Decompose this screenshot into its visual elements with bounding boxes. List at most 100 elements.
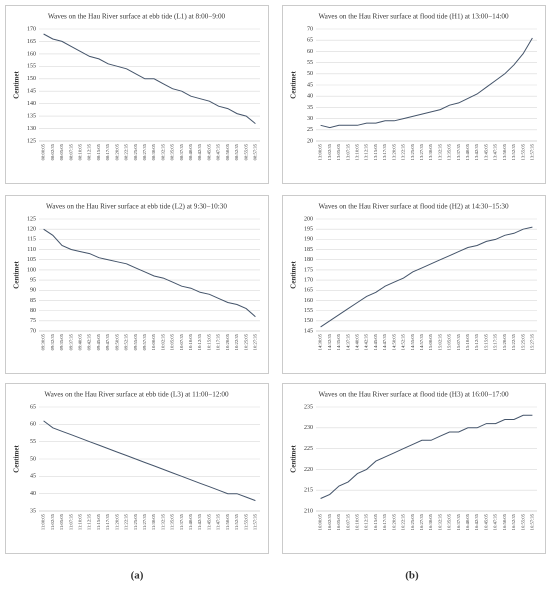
x-tick-label: 16:50:05: [502, 513, 507, 530]
x-tick-label: 08:35:05: [170, 143, 175, 160]
x-tick-label: 10:15:05: [206, 333, 211, 350]
x-tick-label: 14:42:35: [364, 333, 369, 350]
x-tick-label: 09:40:05: [78, 333, 83, 350]
x-tick-label: 08:30:05: [151, 143, 156, 160]
y-tick-label: 65: [30, 404, 36, 410]
x-tick-label: 14:55:05: [410, 333, 415, 350]
x-tick-label: 13:05:05: [336, 143, 341, 160]
data-line: [43, 228, 256, 318]
y-tick-label: 40: [30, 491, 36, 497]
x-tick-label: 09:52:35: [124, 333, 129, 350]
x-tick-label: 08:42:35: [197, 143, 202, 160]
x-tick-label: 14:35:05: [336, 333, 341, 350]
x-tick-label: 09:35:05: [59, 333, 64, 350]
y-tick-label: 105: [27, 257, 36, 263]
x-tick-label: 10:00:05: [151, 333, 156, 350]
x-tick-label: 11:12:35: [87, 513, 92, 530]
y-tick-label: 215: [304, 488, 313, 494]
x-tick-label: 16:10:05: [355, 513, 360, 530]
x-tick-label: 14:45:05: [373, 333, 378, 350]
x-tick-label: 15:10:05: [465, 333, 470, 350]
x-tick-label: 11:50:05: [225, 513, 230, 530]
x-tick-label: 16:45:05: [483, 513, 488, 530]
x-tick-label: 13:12:35: [364, 143, 369, 160]
y-tick-label: 55: [307, 60, 313, 66]
x-tick-label: 13:40:05: [465, 143, 470, 160]
x-tick-label: 13:15:05: [373, 143, 378, 160]
panel-frame: [282, 383, 546, 554]
x-tick-label: 10:05:05: [170, 333, 175, 350]
x-tick-label: 13:52:35: [511, 143, 516, 160]
y-tick-label: 195: [304, 227, 313, 233]
x-tick-label: 15:22:35: [511, 333, 516, 350]
panel-frame: [5, 383, 269, 554]
y-tick-label: 45: [307, 82, 313, 88]
x-tick-label: 15:05:05: [447, 333, 452, 350]
x-tick-label: 08:02:35: [50, 143, 55, 160]
y-tick-label: 35: [30, 508, 36, 514]
x-tick-label: 14:37:35: [345, 333, 350, 350]
x-tick-label: 16:25:05: [410, 513, 415, 530]
x-tick-label: 15:15:05: [483, 333, 488, 350]
x-tick-label: 09:45:05: [96, 333, 101, 350]
panel-frame: [5, 195, 269, 374]
x-tick-label: 11:22:35: [124, 513, 129, 530]
x-tick-label: 08:00:05: [41, 143, 46, 160]
y-tick-label: 225: [304, 446, 313, 452]
y-tick-label: 155: [304, 308, 313, 314]
x-tick-label: 16:52:35: [511, 513, 516, 530]
data-line: [320, 226, 533, 328]
y-tick-label: 75: [30, 318, 36, 324]
x-tick-label: 15:00:05: [428, 333, 433, 350]
data-line: [43, 33, 256, 124]
chart-title: Waves on the Hau River surface at ebb ti…: [46, 203, 227, 211]
y-tick-label: 40: [307, 94, 313, 100]
data-line: [43, 420, 256, 502]
y-tick-label: 190: [304, 237, 313, 243]
y-tick-label: 30: [307, 116, 313, 122]
y-tick-label: 155: [27, 64, 36, 70]
x-tick-label: 10:10:05: [188, 333, 193, 350]
x-tick-label: 08:22:35: [124, 143, 129, 160]
y-tick-label: 150: [27, 76, 36, 82]
y-tick-label: 70: [307, 26, 313, 32]
x-tick-label: 08:17:35: [105, 143, 110, 160]
panel-label: (a): [131, 570, 144, 582]
y-axis-label: Centimet: [290, 71, 298, 99]
chart-title: Waves on the Hau River surface at ebb ti…: [44, 391, 229, 399]
y-tick-label: 200: [304, 216, 313, 222]
chart-panel: Waves on the Hau River surface at flood …: [282, 383, 546, 554]
x-tick-label: 13:55:05: [520, 143, 525, 160]
x-tick-label: 16:37:35: [456, 513, 461, 530]
x-tick-label: 10:27:35: [252, 333, 257, 350]
x-tick-label: 16:22:35: [401, 513, 406, 530]
x-tick-label: 14:30:05: [318, 333, 323, 350]
y-tick-label: 175: [304, 267, 313, 273]
x-tick-label: 16:02:35: [327, 513, 332, 530]
y-tick-label: 70: [30, 328, 36, 334]
x-tick-label: 16:30:05: [428, 513, 433, 530]
x-tick-label: 16:00:05: [318, 513, 323, 530]
x-tick-label: 09:55:05: [133, 333, 138, 350]
x-tick-label: 08:37:35: [179, 143, 184, 160]
x-tick-label: 14:32:35: [327, 333, 332, 350]
panel-label: (b): [405, 570, 419, 582]
x-tick-label: 13:57:35: [529, 143, 534, 160]
x-tick-label: 16:20:05: [391, 513, 396, 530]
y-tick-label: 60: [307, 49, 313, 55]
chart-panel: Waves on the Hau River surface at ebb ti…: [5, 195, 269, 374]
y-tick-label: 50: [30, 456, 36, 462]
y-tick-label: 35: [307, 105, 313, 111]
panel-frame: [282, 195, 546, 374]
x-tick-label: 09:47:35: [105, 333, 110, 350]
x-tick-label: 08:32:35: [160, 143, 165, 160]
x-tick-label: 16:35:05: [447, 513, 452, 530]
y-tick-label: 180: [304, 257, 313, 263]
x-tick-label: 15:27:35: [529, 333, 534, 350]
x-tick-label: 09:57:35: [142, 333, 147, 350]
x-tick-label: 11:17:35: [105, 513, 110, 530]
x-tick-label: 15:25:05: [520, 333, 525, 350]
x-tick-label: 08:57:35: [252, 143, 257, 160]
y-tick-label: 85: [30, 298, 36, 304]
x-tick-label: 11:02:35: [50, 513, 55, 530]
